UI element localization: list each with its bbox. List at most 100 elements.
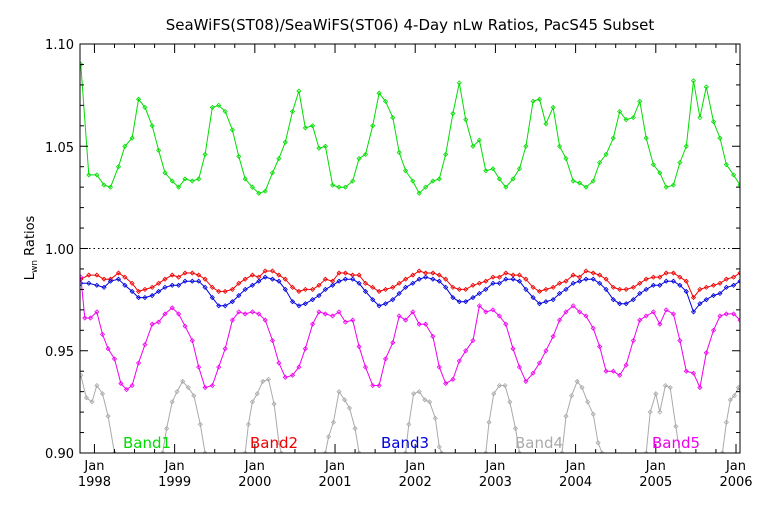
data-point: [216, 288, 222, 295]
y-tick-label: 1.00: [45, 243, 74, 258]
data-point: [556, 143, 563, 149]
data-point: [416, 321, 422, 327]
data-point: [382, 301, 389, 307]
data-point: [202, 384, 208, 391]
data-point: [496, 280, 502, 286]
data-point: [164, 425, 170, 432]
data-point: [476, 290, 482, 297]
data-point: [309, 286, 316, 292]
data-point: [362, 288, 369, 295]
data-point: [643, 286, 649, 292]
legend-item-band3: Band3: [381, 434, 429, 452]
data-point: [450, 110, 456, 117]
data-point: [569, 393, 575, 399]
data-point: [342, 319, 349, 325]
data-point: [563, 278, 569, 284]
data-point: [744, 312, 748, 316]
data-point: [142, 286, 148, 292]
data-point: [436, 272, 442, 278]
data-point: [543, 286, 549, 292]
data-point: [370, 382, 376, 389]
data-point: [643, 313, 649, 319]
data-point: [316, 145, 322, 151]
data-point: [450, 295, 456, 301]
data-point: [276, 272, 282, 278]
data-point: [276, 440, 282, 446]
data-point: [617, 301, 623, 307]
data-point: [456, 286, 462, 292]
data-point: [579, 384, 585, 391]
data-point: [583, 313, 589, 319]
x-axis: Jan1998Jan1999Jan2000Jan2001Jan2002Jan20…: [78, 44, 753, 490]
data-point: [430, 276, 436, 282]
data-point: [463, 286, 469, 292]
data-point: [563, 155, 569, 162]
data-point: [650, 274, 656, 280]
data-point: [731, 172, 737, 178]
data-point: [94, 272, 100, 278]
data-point: [356, 344, 362, 350]
data-point: [423, 274, 429, 280]
data-point: [456, 80, 462, 86]
data-point: [346, 405, 353, 411]
series-band4: [80, 372, 740, 453]
data-point: [490, 307, 496, 313]
data-point: [115, 270, 122, 276]
data-point: [483, 309, 489, 315]
data-point: [723, 284, 729, 290]
data-point: [242, 311, 248, 317]
data-point: [410, 178, 416, 184]
x-tick-year: 2004: [559, 475, 592, 490]
data-point: [723, 311, 729, 317]
data-point: [430, 178, 436, 184]
data-point: [282, 374, 288, 380]
data-point: [463, 299, 469, 305]
data-point: [249, 282, 255, 288]
data-point: [376, 288, 382, 295]
data-point: [101, 182, 107, 188]
x-tick-year: 2006: [719, 475, 752, 490]
data-point: [396, 149, 402, 155]
data-point: [703, 350, 709, 356]
data-point: [356, 272, 362, 278]
data-point: [637, 290, 643, 297]
x-tick-year: 2005: [639, 475, 672, 490]
data-point: [350, 178, 356, 184]
data-point: [142, 295, 148, 301]
data-point: [630, 297, 636, 303]
data-point: [94, 172, 100, 178]
data-point: [443, 284, 449, 290]
x-tick-month: Jan: [164, 459, 185, 474]
data-point: [276, 155, 282, 162]
data-point: [209, 295, 215, 301]
data-point: [717, 135, 723, 141]
data-point: [503, 184, 509, 190]
data-point: [282, 276, 288, 282]
data-point: [289, 108, 296, 115]
data-point: [483, 450, 489, 453]
data-point: [396, 290, 402, 297]
data-point: [530, 98, 536, 104]
data-point: [643, 450, 649, 453]
data-point: [87, 315, 93, 321]
chart-title: SeaWiFS(ST08)/SeaWiFS(ST06) 4-Day nLw Ra…: [166, 16, 655, 34]
data-point: [410, 272, 416, 278]
data-point: [536, 301, 543, 307]
data-point: [683, 288, 689, 295]
data-point: [350, 317, 356, 323]
data-point: [86, 272, 92, 278]
data-point: [245, 421, 251, 427]
data-point: [169, 305, 175, 311]
data-point: [543, 299, 549, 305]
data-point: [739, 397, 740, 398]
data-point: [737, 182, 740, 188]
data-point: [590, 178, 596, 184]
data-point: [101, 284, 107, 290]
data-point: [731, 274, 737, 280]
data-point: [507, 399, 513, 405]
data-point: [570, 280, 576, 286]
data-point: [443, 380, 449, 387]
data-point: [403, 284, 409, 290]
x-tick-year: 2001: [318, 475, 351, 490]
data-point: [677, 282, 683, 288]
